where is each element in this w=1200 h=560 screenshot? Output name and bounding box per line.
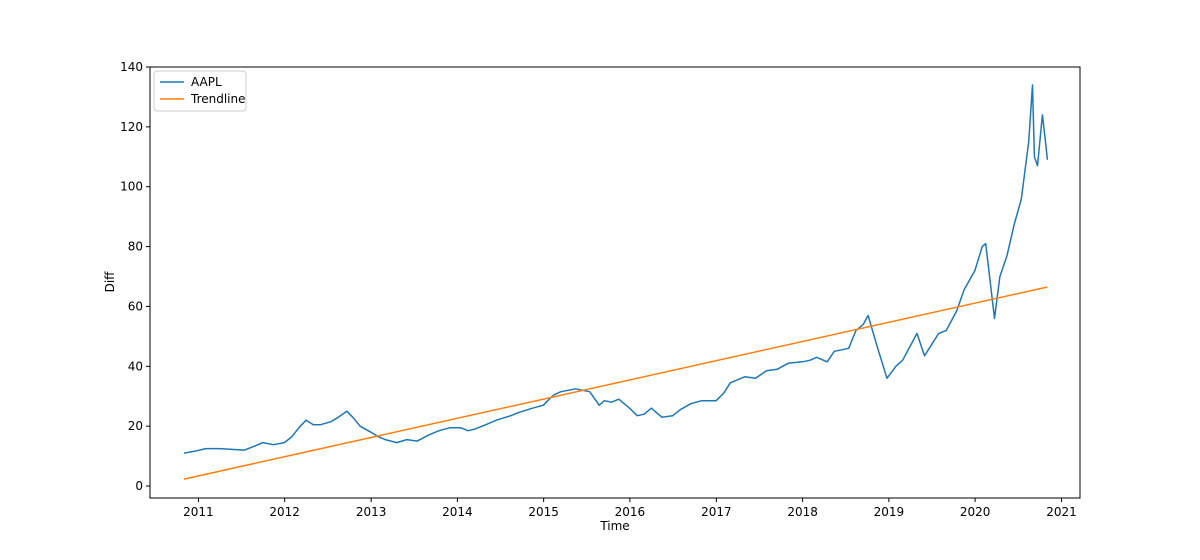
legend: AAPL Trendline <box>153 70 247 112</box>
x-tick-label: 2018 <box>787 505 818 519</box>
y-tick-label: 100 <box>120 180 143 194</box>
y-axis-ticks: 0 20 40 60 80 100 120 140 <box>120 60 150 493</box>
x-tick-label: 2011 <box>183 505 214 519</box>
y-tick-label: 20 <box>128 419 143 433</box>
legend-label-trendline: Trendline <box>190 92 246 106</box>
y-tick-label: 0 <box>135 479 143 493</box>
x-tick-label: 2014 <box>442 505 473 519</box>
y-tick-label: 40 <box>128 359 143 373</box>
x-tick-label: 2016 <box>615 505 646 519</box>
y-tick-label: 140 <box>120 60 143 74</box>
y-tick-label: 60 <box>128 299 143 313</box>
x-axis-ticks: 2011 2012 2013 2014 2015 2016 2017 2018 2019 2020… <box>183 498 1077 519</box>
legend-label-aapl: AAPL <box>191 75 222 89</box>
series-line-trendline <box>183 286 1048 480</box>
y-tick-label: 120 <box>120 120 143 134</box>
x-tick-label: 2013 <box>356 505 387 519</box>
y-axis-label: Diff <box>103 271 117 293</box>
legend-frame <box>153 70 247 112</box>
x-tick-label: 2020 <box>960 505 991 519</box>
axes-frame <box>149 66 1081 499</box>
x-tick-label: 2021 <box>1046 505 1077 519</box>
x-axis-label: Time <box>599 519 629 533</box>
y-tick-label: 80 <box>128 240 143 254</box>
plot-area <box>183 84 1049 480</box>
series-line-aapl <box>183 84 1049 454</box>
x-tick-label: 2015 <box>528 505 559 519</box>
x-tick-label: 2012 <box>269 505 300 519</box>
x-tick-label: 2019 <box>874 505 905 519</box>
x-tick-label: 2017 <box>701 505 732 519</box>
